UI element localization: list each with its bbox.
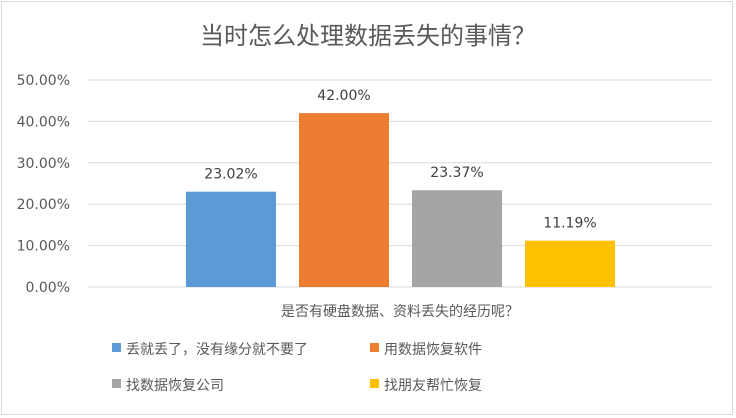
data-label: 11.19% <box>543 216 596 232</box>
legend-swatch <box>370 343 379 352</box>
gridlines <box>88 79 712 288</box>
y-axis-ticks: 0.00% 10.00% 20.00% 30.00% 40.00% 50.00% <box>17 73 70 296</box>
legend-label: 找数据恢复公司 <box>126 377 224 394</box>
data-label: 23.02% <box>204 167 257 183</box>
bar-1 <box>186 191 276 287</box>
legend-label: 用数据恢复软件 <box>384 341 482 358</box>
y-tick-label: 50.00% <box>17 73 70 89</box>
legend-swatch <box>112 379 121 388</box>
bar-3 <box>412 190 502 287</box>
x-category-label: 是否有硬盘数据、资料丢失的经历呢？ <box>281 303 519 320</box>
bar-2 <box>299 113 389 288</box>
y-tick-label: 30.00% <box>17 156 70 172</box>
y-tick-label: 0.00% <box>26 280 70 296</box>
chart-title: 当时怎么处理数据丢失的事情？ <box>200 22 536 50</box>
data-label: 42.00% <box>317 88 370 104</box>
data-labels: 23.02% 42.00% 23.37% 11.19% <box>204 88 596 232</box>
bars <box>186 113 615 288</box>
data-label: 23.37% <box>430 165 483 181</box>
legend-label: 找朋友帮忙恢复 <box>384 377 482 394</box>
y-tick-label: 10.00% <box>17 239 70 255</box>
legend-label: 丢就丢了，没有缘分就不要了 <box>126 342 308 358</box>
bar-4 <box>525 240 615 287</box>
legend-swatch <box>370 379 379 388</box>
legend-swatch <box>112 343 121 352</box>
y-tick-label: 20.00% <box>17 197 70 213</box>
y-tick-label: 40.00% <box>17 114 70 130</box>
